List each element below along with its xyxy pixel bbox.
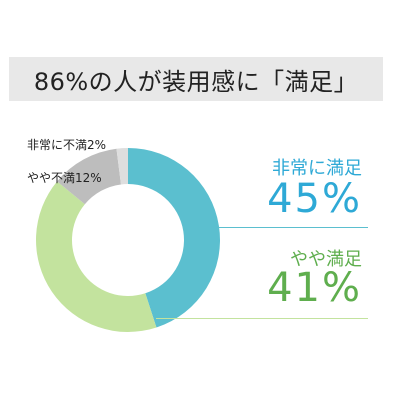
label-very-dissatisfied: 非常に不満2% [27, 138, 107, 152]
value-somewhat-satisfied: 41% [267, 265, 362, 311]
label-somewhat-dissatisfied: やや不満12% [27, 171, 102, 185]
donut-slice-somewhat-satisfied [36, 181, 157, 332]
donut-slice-very-dissatisfied [116, 148, 128, 185]
chart-title: 86%の人が装用感に「満足」 [33, 67, 359, 96]
title-bar: 86%の人が装用感に「満足」 [9, 57, 383, 101]
leader-line-very-satisfied [218, 227, 368, 228]
label-somewhat-satisfied: やや満足 [290, 249, 362, 270]
label-very-satisfied: 非常に満足 [272, 158, 362, 179]
leader-line-somewhat-satisfied [156, 318, 368, 319]
value-very-satisfied: 45% [267, 176, 362, 222]
donut-slice-somewhat-dissatisfied [57, 148, 121, 205]
donut-slice-very-satisfied [128, 148, 221, 328]
